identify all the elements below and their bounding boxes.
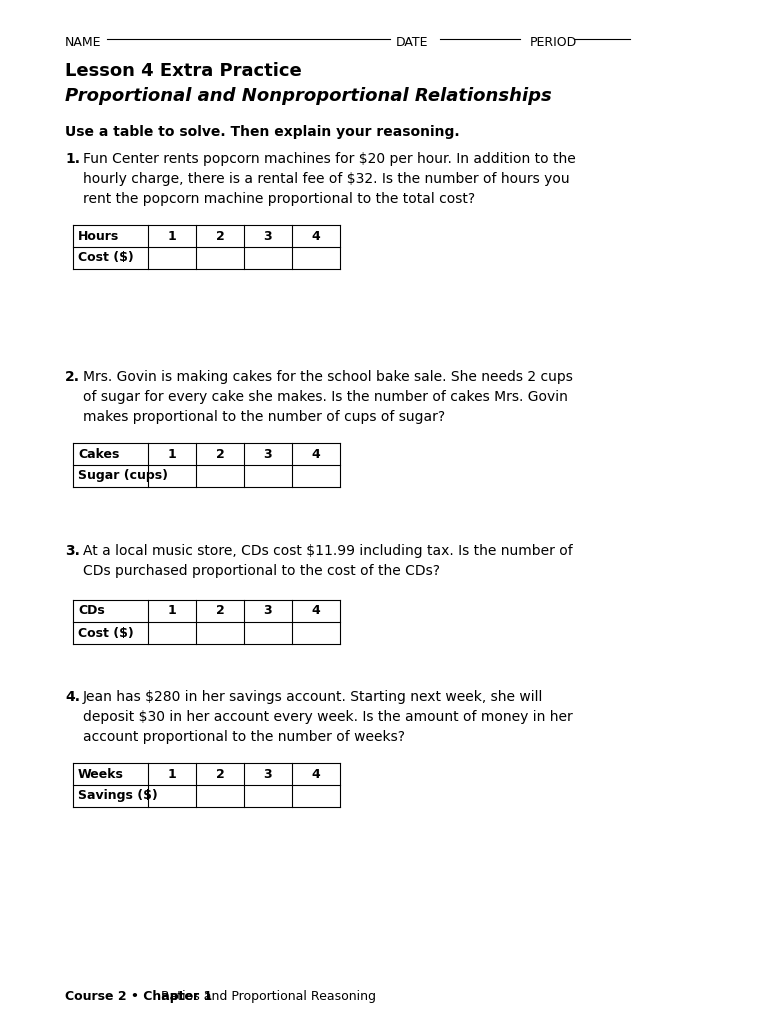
Text: Fun Center rents popcorn machines for $20 per hour. In addition to the
hourly ch: Fun Center rents popcorn machines for $2…: [83, 152, 576, 206]
Text: DATE: DATE: [396, 36, 428, 49]
Text: 3: 3: [263, 604, 273, 617]
Text: Course 2 • Chapter 1: Course 2 • Chapter 1: [65, 990, 213, 1002]
Text: Hours: Hours: [78, 229, 119, 243]
Text: 1: 1: [168, 229, 176, 243]
Text: 1: 1: [168, 447, 176, 461]
Text: 4: 4: [312, 604, 320, 617]
Text: Sugar (cups): Sugar (cups): [78, 469, 168, 482]
Text: 4: 4: [312, 768, 320, 780]
Text: Cost ($): Cost ($): [78, 252, 134, 264]
Text: At a local music store, CDs cost $11.99 including tax. Is the number of
CDs purc: At a local music store, CDs cost $11.99 …: [83, 544, 573, 579]
Text: Use a table to solve. Then explain your reasoning.: Use a table to solve. Then explain your …: [65, 125, 460, 139]
Text: 2.: 2.: [65, 370, 80, 384]
Text: 2: 2: [216, 604, 224, 617]
Text: NAME: NAME: [65, 36, 102, 49]
Text: Weeks: Weeks: [78, 768, 124, 780]
Text: Savings ($): Savings ($): [78, 790, 158, 803]
Text: 1: 1: [168, 604, 176, 617]
Text: 3: 3: [263, 768, 273, 780]
Text: Jean has $280 in her savings account. Starting next week, she will
deposit $30 i: Jean has $280 in her savings account. St…: [83, 690, 573, 744]
Text: 3: 3: [263, 447, 273, 461]
Text: Ratios and Proportional Reasoning: Ratios and Proportional Reasoning: [153, 990, 376, 1002]
Text: Proportional and Nonproportional Relationships: Proportional and Nonproportional Relatio…: [65, 87, 552, 105]
Text: CDs: CDs: [78, 604, 105, 617]
Text: 2: 2: [216, 229, 224, 243]
Text: 4.: 4.: [65, 690, 80, 705]
Text: Lesson 4 Extra Practice: Lesson 4 Extra Practice: [65, 62, 302, 80]
Text: Cakes: Cakes: [78, 447, 119, 461]
Text: Cost ($): Cost ($): [78, 627, 134, 640]
Text: 3: 3: [263, 229, 273, 243]
Text: 4: 4: [312, 229, 320, 243]
Text: 2: 2: [216, 768, 224, 780]
Text: 1.: 1.: [65, 152, 80, 166]
Text: 2: 2: [216, 447, 224, 461]
Text: 3.: 3.: [65, 544, 80, 558]
Text: 4: 4: [312, 447, 320, 461]
Text: Mrs. Govin is making cakes for the school bake sale. She needs 2 cups
of sugar f: Mrs. Govin is making cakes for the schoo…: [83, 370, 573, 424]
Text: PERIOD: PERIOD: [530, 36, 578, 49]
Text: 1: 1: [168, 768, 176, 780]
